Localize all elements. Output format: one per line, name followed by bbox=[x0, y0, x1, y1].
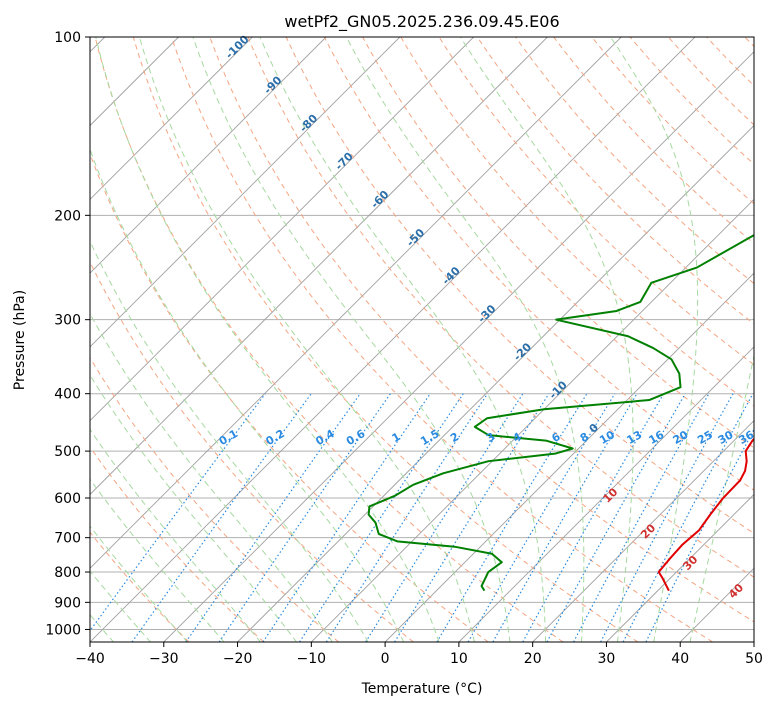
moist-adiabat-line bbox=[346, 37, 585, 642]
mixing-ratio-line bbox=[394, 393, 550, 642]
moist-adiabat-line bbox=[90, 428, 262, 642]
moist-adiabat-line bbox=[192, 37, 511, 642]
dry-adiabat-line bbox=[400, 37, 754, 407]
y-tick-label: 200 bbox=[54, 208, 81, 224]
isotherm-line bbox=[90, 37, 401, 348]
y-tick-label: 700 bbox=[54, 531, 81, 547]
dry-adiabat-line bbox=[94, 37, 564, 642]
mixing-ratio-line bbox=[546, 393, 686, 642]
dry-adiabat-line bbox=[90, 356, 339, 642]
mixing-ratio-line bbox=[645, 428, 754, 642]
y-tick-label: 900 bbox=[54, 595, 81, 611]
x-tick-label: −30 bbox=[149, 651, 179, 667]
moist-adiabat-line bbox=[689, 353, 754, 642]
x-tick-label: 10 bbox=[450, 651, 468, 667]
x-tick-label: 50 bbox=[745, 651, 763, 667]
chart-title: wetPf2_GN05.2025.236.09.45.E06 bbox=[284, 12, 559, 32]
mixing-ratio-line bbox=[299, 393, 464, 642]
dry-adiabat-line bbox=[438, 37, 754, 366]
moist-adiabat-line bbox=[259, 37, 547, 642]
dry-adiabat-line bbox=[362, 37, 754, 449]
mixing-ratio-line bbox=[436, 393, 588, 642]
temperature-profile-line bbox=[657, 437, 754, 592]
grid-layer bbox=[90, 37, 754, 642]
y-tick-label: 300 bbox=[54, 313, 81, 329]
dry-adiabat-line bbox=[323, 37, 754, 491]
isotherm-line bbox=[90, 37, 253, 200]
dry-adiabat-line bbox=[209, 37, 754, 623]
isotherm-line bbox=[532, 420, 754, 642]
y-tick-label: 100 bbox=[54, 30, 81, 46]
x-tick-label: 20 bbox=[524, 651, 542, 667]
isotherm-line bbox=[90, 37, 548, 496]
y-tick-label: 800 bbox=[54, 565, 81, 581]
moist-adiabat-line bbox=[610, 37, 699, 642]
y-tick-label: 600 bbox=[54, 491, 81, 507]
isotherm-line bbox=[606, 493, 754, 642]
isotherm-line bbox=[90, 37, 696, 642]
isotherm-line bbox=[90, 37, 327, 274]
y-axis-label: Pressure (hPa) bbox=[12, 290, 28, 390]
isotherm-line bbox=[384, 272, 754, 642]
moist-adiabat-line bbox=[90, 374, 298, 642]
mixing-ratio-line bbox=[622, 393, 754, 642]
moist-adiabat-line bbox=[90, 312, 334, 642]
isotherm-line bbox=[237, 124, 754, 642]
moist-adiabat-line bbox=[90, 240, 369, 642]
moist-adiabat-line bbox=[90, 147, 405, 642]
moist-adiabat-line bbox=[90, 525, 189, 642]
moist-adiabat-line bbox=[95, 37, 440, 642]
y-tick-label: 400 bbox=[54, 387, 81, 403]
mixing-ratio-line bbox=[185, 393, 361, 642]
mixing-ratio-line bbox=[325, 393, 489, 642]
y-tick-label: 500 bbox=[54, 444, 81, 460]
moist-adiabat-line bbox=[138, 37, 475, 642]
mixing-ratio-line bbox=[131, 393, 312, 642]
x-tick-label: 0 bbox=[381, 651, 390, 667]
isotherm-line bbox=[90, 37, 622, 569]
dry-adiabat-line bbox=[247, 37, 754, 578]
dry-adiabat-line bbox=[90, 531, 190, 642]
x-tick-label: −20 bbox=[223, 651, 253, 667]
plot-frame bbox=[89, 36, 755, 643]
series-layer bbox=[367, 233, 754, 592]
x-tick-label: −40 bbox=[75, 651, 105, 667]
mixing-ratio-line bbox=[573, 393, 710, 642]
dewpoint-profile-line bbox=[367, 233, 754, 592]
y-tick-label: 1000 bbox=[45, 622, 81, 638]
isotherm-line bbox=[90, 37, 474, 422]
mixing-ratio-line bbox=[262, 393, 431, 642]
dry-adiabat-line bbox=[132, 37, 639, 642]
isotherm-line bbox=[458, 346, 754, 642]
mixing-ratio-line bbox=[90, 393, 266, 632]
axis-layer: −40 −30 −20 −10 0 10 20 30 40 50 100 200 300 400 500 60… bbox=[45, 30, 763, 667]
x-axis-label: Temperature (°C) bbox=[361, 681, 483, 697]
x-tick-label: −10 bbox=[297, 651, 327, 667]
x-tick-label: 40 bbox=[671, 651, 689, 667]
moist-adiabat-line bbox=[90, 478, 225, 642]
x-tick-label: 30 bbox=[597, 651, 615, 667]
moist-adiabat-line bbox=[90, 570, 152, 642]
